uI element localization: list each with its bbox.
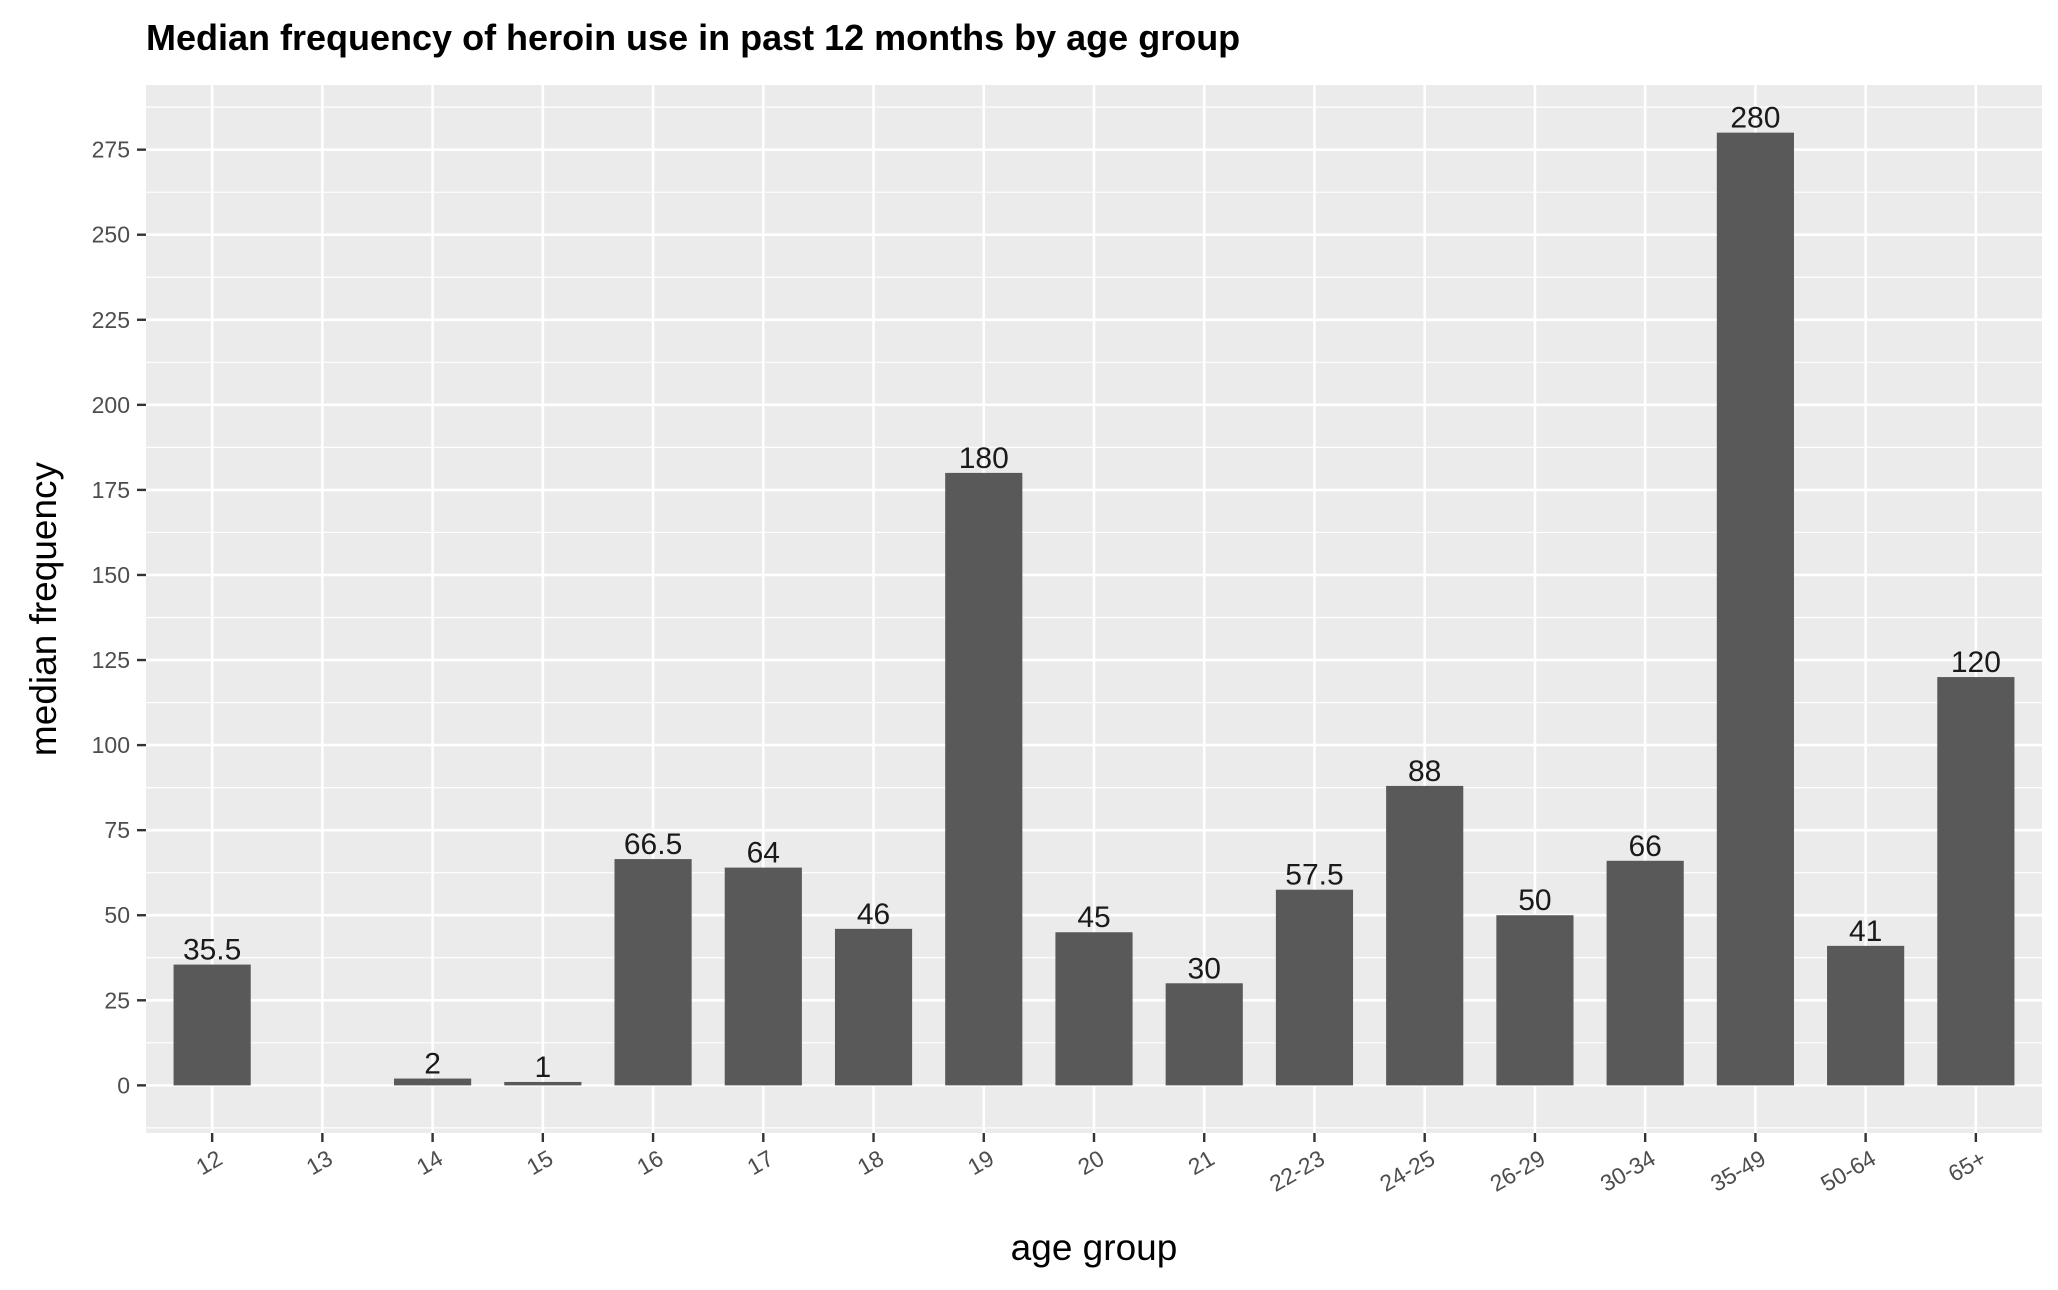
y-tick-label: 0	[117, 1072, 130, 1098]
y-tick-label: 100	[92, 732, 130, 758]
bar-value-label: 2	[424, 1048, 441, 1081]
bar	[1165, 983, 1243, 1086]
x-tick-label: 14	[412, 1145, 447, 1180]
bar	[945, 472, 1023, 1086]
y-axis: 0 25 50 75 100 125 150 175 200 225 250 275	[92, 137, 146, 1098]
bar-value-label: 57.5	[1285, 859, 1343, 892]
bar	[834, 928, 913, 1086]
bar	[1937, 677, 2015, 1086]
bar-value-label: 88	[1408, 755, 1441, 788]
x-tick-label: 13	[302, 1145, 337, 1180]
x-tick-label: 65+	[1944, 1145, 1991, 1187]
bar-value-label: 64	[747, 837, 780, 870]
x-tick-label: 26-29	[1485, 1145, 1549, 1197]
bar-value-label: 45	[1077, 901, 1110, 934]
bar	[1275, 889, 1354, 1086]
bar-value-label: 120	[1951, 646, 2001, 679]
bar-value-label: 30	[1188, 952, 1221, 985]
x-tick-label: 17	[743, 1145, 778, 1180]
y-tick-label: 175	[92, 477, 130, 503]
bar	[394, 1078, 472, 1086]
y-tick-label: 250	[92, 222, 130, 248]
bar-value-label: 66	[1628, 830, 1661, 863]
x-axis: 12 13 14 15 16 17 18 19 20 21 22-23 24-25 26-29 30-34…	[191, 1133, 1990, 1197]
y-tick-label: 275	[92, 137, 130, 163]
y-tick-label: 25	[104, 987, 130, 1013]
bars	[173, 132, 2015, 1086]
bar	[1055, 932, 1133, 1086]
bar	[724, 867, 802, 1086]
x-tick-label: 24-25	[1375, 1145, 1439, 1197]
x-tick-label: 30-34	[1596, 1145, 1660, 1197]
bar-value-label: 41	[1849, 915, 1882, 948]
x-tick-label: 18	[853, 1145, 888, 1180]
y-tick-label: 125	[92, 647, 130, 673]
bar	[504, 1081, 582, 1086]
x-tick-label: 16	[632, 1145, 667, 1180]
bar	[1827, 945, 1905, 1086]
chart-title: Median frequency of heroin use in past 1…	[146, 17, 1240, 58]
bar	[614, 859, 692, 1086]
bar	[1606, 860, 1684, 1086]
y-tick-label: 200	[92, 392, 130, 418]
y-tick-label: 225	[92, 307, 130, 333]
bar-value-label: 35.5	[183, 934, 241, 967]
bar-value-label: 66.5	[624, 828, 682, 861]
y-tick-label: 75	[104, 817, 130, 843]
bar	[1386, 785, 1464, 1086]
bar	[1716, 132, 1794, 1086]
y-tick-label: 150	[92, 562, 130, 588]
x-tick-label: 50-64	[1816, 1145, 1880, 1197]
bar-value-label: 1	[534, 1051, 551, 1084]
bar-value-label: 180	[959, 442, 1009, 475]
x-tick-label: 21	[1184, 1145, 1219, 1180]
x-tick-label: 35-49	[1706, 1145, 1770, 1197]
x-tick-label: 20	[1073, 1145, 1108, 1180]
x-tick-label: 22-23	[1265, 1145, 1329, 1197]
x-tick-label: 19	[963, 1145, 998, 1180]
bar-value-label: 46	[857, 898, 890, 931]
bar	[1496, 915, 1574, 1086]
bar	[173, 964, 251, 1086]
bar-value-labels: 35.5 2 1 66.5 64 46 180 45 30 57.5 88 50 66 280 41 120	[183, 102, 2001, 1084]
x-axis-title: age group	[1011, 1227, 1178, 1268]
bar-value-label: 280	[1730, 102, 1780, 135]
y-axis-title: median frequency	[23, 461, 64, 756]
x-tick-label: 12	[191, 1145, 226, 1180]
x-tick-label: 15	[522, 1145, 557, 1180]
y-tick-label: 50	[104, 902, 130, 928]
bar-value-label: 50	[1518, 884, 1551, 917]
